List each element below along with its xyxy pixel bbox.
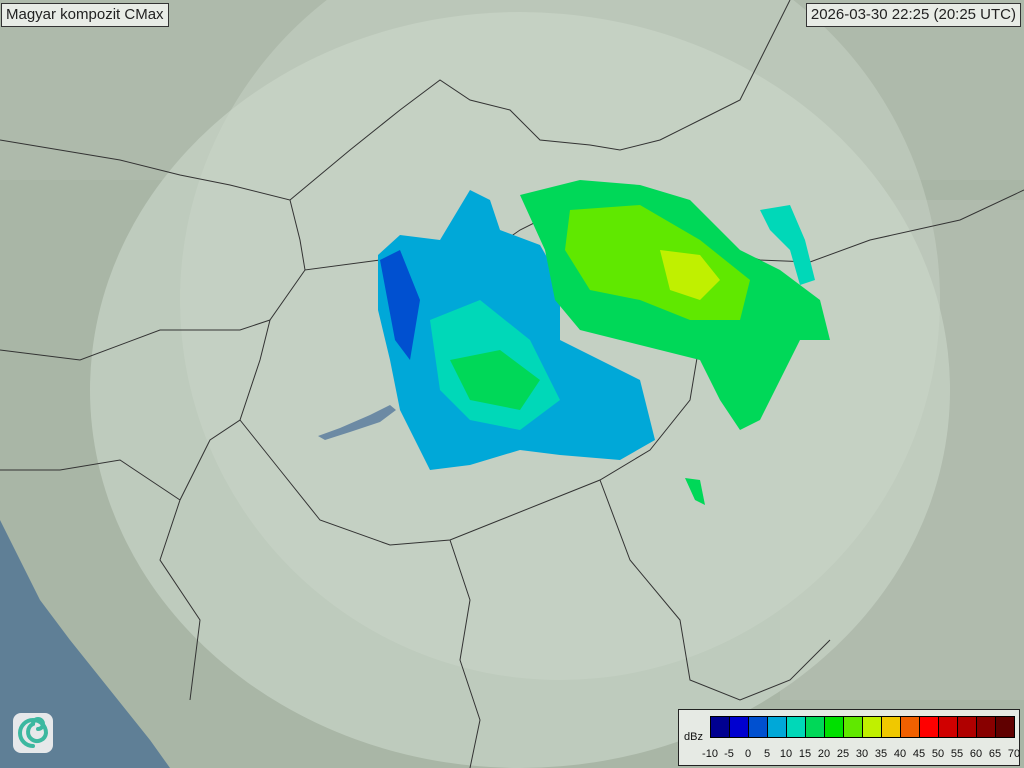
legend-color-swatch bbox=[806, 717, 825, 737]
swirl-logo-icon bbox=[13, 713, 53, 753]
legend-tick-label: 45 bbox=[912, 748, 926, 760]
legend-tick-label: 30 bbox=[855, 748, 869, 760]
legend-tick-label: 55 bbox=[950, 748, 964, 760]
dbz-legend: dBz -10 -5 0 5 10 15 20 25 30 35 40 45 50 55 60 65 70 bbox=[678, 709, 1020, 766]
legend-color-swatch bbox=[825, 717, 844, 737]
legend-tick-label: 10 bbox=[779, 748, 793, 760]
legend-color-swatch bbox=[920, 717, 939, 737]
timestamp: 2026-03-30 22:25 (20:25 UTC) bbox=[805, 3, 1021, 27]
echo-far-east bbox=[760, 205, 815, 285]
legend-color-swatch bbox=[958, 717, 977, 737]
legend-tick-label: 25 bbox=[836, 748, 850, 760]
legend-color-swatch bbox=[863, 717, 882, 737]
echo-east-strong bbox=[660, 250, 720, 300]
legend-tick-label: 0 bbox=[744, 748, 752, 760]
echo-west-moderate bbox=[450, 350, 540, 410]
legend-color-swatch bbox=[939, 717, 958, 737]
legend-ticks: -10 -5 0 5 10 15 20 25 30 35 40 45 50 55 60 65 70 bbox=[702, 748, 1020, 762]
echo-south-east bbox=[685, 478, 705, 505]
legend-tick-label: 40 bbox=[893, 748, 907, 760]
legend-tick-label: 15 bbox=[798, 748, 812, 760]
legend-color-swatch bbox=[768, 717, 787, 737]
legend-tick-label: 65 bbox=[988, 748, 1002, 760]
legend-color-swatch bbox=[844, 717, 863, 737]
legend-tick-label: 70 bbox=[1007, 748, 1021, 760]
legend-unit: dBz bbox=[684, 731, 703, 743]
legend-tick-label: -5 bbox=[724, 748, 734, 760]
radar-echoes bbox=[378, 180, 830, 505]
legend-color-swatch bbox=[996, 717, 1014, 737]
legend-color-swatch bbox=[787, 717, 806, 737]
map-title: Magyar kompozit CMax bbox=[1, 3, 169, 27]
lake-balaton bbox=[318, 405, 396, 440]
legend-color-swatch bbox=[711, 717, 730, 737]
legend-tick-label: 5 bbox=[763, 748, 771, 760]
legend-color-bar bbox=[710, 716, 1015, 738]
legend-tick-label: 20 bbox=[817, 748, 831, 760]
legend-color-swatch bbox=[749, 717, 768, 737]
legend-color-swatch bbox=[730, 717, 749, 737]
legend-color-swatch bbox=[977, 717, 996, 737]
echo-west-weak bbox=[380, 250, 420, 360]
legend-tick-label: 35 bbox=[874, 748, 888, 760]
adriatic-sea bbox=[0, 520, 170, 768]
legend-color-swatch bbox=[882, 717, 901, 737]
legend-tick-label: -10 bbox=[702, 748, 718, 760]
legend-tick-label: 60 bbox=[969, 748, 983, 760]
legend-tick-label: 50 bbox=[931, 748, 945, 760]
legend-color-swatch bbox=[901, 717, 920, 737]
